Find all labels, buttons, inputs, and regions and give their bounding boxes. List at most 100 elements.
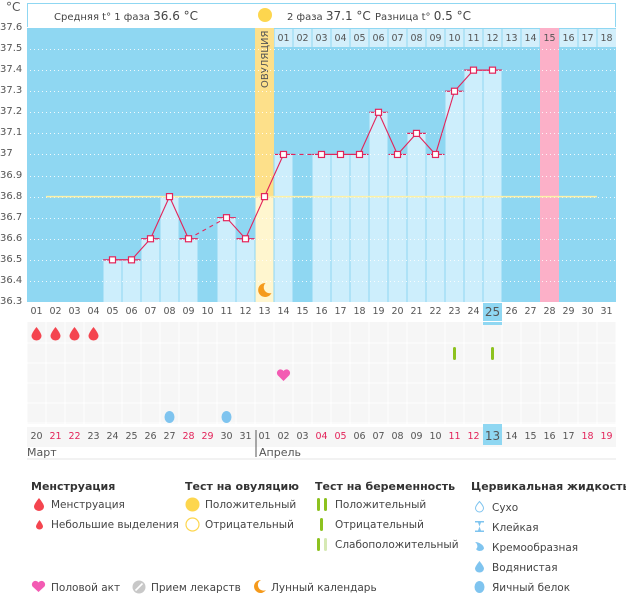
calendar-date-label[interactable]: 31 — [239, 431, 252, 442]
calendar-date-label[interactable]: 14 — [505, 431, 518, 442]
cycle-day-label[interactable]: 19 — [372, 306, 385, 317]
cycle-day-label[interactable]: 24 — [467, 306, 480, 317]
calendar-date-label[interactable]: 28 — [182, 431, 195, 442]
cycle-day-label[interactable]: 17 — [334, 306, 347, 317]
y-tick-label: 37.1 — [0, 126, 23, 138]
cycle-day-label[interactable]: 09 — [182, 306, 195, 317]
cycle-day-label[interactable]: 23 — [448, 306, 461, 317]
calendar-date-label[interactable]: 23 — [87, 431, 100, 442]
cycle-day-label[interactable]: 31 — [600, 306, 613, 317]
calendar-date-label[interactable]: 18 — [581, 431, 594, 442]
difference-summary: Разница t° 0.5 °C — [375, 9, 471, 23]
phase2-day-number: 17 — [581, 33, 594, 44]
temperature-point — [222, 214, 231, 222]
calendar-date-label[interactable]: 27 — [163, 431, 176, 442]
temperature-bar — [350, 154, 369, 302]
calendar-date-label[interactable]: 24 — [106, 431, 119, 442]
calendar-date-label[interactable]: 07 — [372, 431, 385, 442]
calendar-date-label[interactable]: 25 — [125, 431, 138, 442]
phase2-day-number: 07 — [391, 33, 404, 44]
phase2-day-number: 03 — [315, 33, 328, 44]
calendar-date-label[interactable]: 22 — [68, 431, 81, 442]
calendar-date-label[interactable]: 21 — [49, 431, 62, 442]
temperature-point — [393, 150, 402, 159]
calendar-date-label[interactable]: 01 — [258, 431, 271, 442]
cycle-day-label[interactable]: 28 — [543, 306, 556, 317]
legend-moon-calendar-label: Лунный календарь — [271, 582, 377, 594]
legend-medication-label: Прием лекарств — [151, 582, 241, 594]
cycle-day-label[interactable]: 03 — [68, 306, 81, 317]
legend-cervical-title: Цервикальная жидкость — [471, 480, 626, 493]
marker-grid-background — [27, 322, 616, 424]
calendar-date-label[interactable]: 04 — [315, 431, 328, 442]
calendar-date-label[interactable]: 29 — [201, 431, 214, 442]
cycle-day-label[interactable]: 29 — [562, 306, 575, 317]
legend-cervical-eggwhite-label: Яичный белок — [492, 582, 571, 594]
temperature-point — [184, 235, 193, 243]
phase2-day-number: 01 — [277, 33, 290, 44]
temperature-bar — [141, 238, 160, 302]
temperature-line-segment — [244, 196, 266, 239]
cycle-day-label[interactable]: 16 — [315, 306, 328, 317]
calendar-date-label[interactable]: 05 — [334, 431, 347, 442]
phase2-day-number: 06 — [372, 33, 385, 44]
calendar-date-label[interactable]: 12 — [467, 431, 480, 442]
temperature-line-segment — [263, 154, 285, 197]
y-tick-label: 37.2 — [0, 105, 23, 117]
cycle-day-label[interactable]: 15 — [296, 306, 309, 317]
cycle-day-label[interactable]: 06 — [125, 306, 138, 317]
expected-period-column — [540, 28, 559, 302]
menstruation-drop-icon — [34, 498, 44, 511]
calendar-date-label[interactable]: 15 — [524, 431, 537, 442]
calendar-date-label[interactable]: 26 — [144, 431, 157, 442]
calendar-date-label[interactable]: 19 — [600, 431, 613, 442]
temperature-bar — [217, 217, 236, 302]
y-tick-label: 37.6 — [0, 21, 23, 33]
calendar-date-label[interactable]: 16 — [543, 431, 556, 442]
cycle-day-label[interactable]: 14 — [277, 306, 290, 317]
cycle-day-label[interactable]: 25 — [483, 303, 502, 321]
phase2-value: 37.1 °C — [325, 9, 371, 23]
calendar-date-label[interactable]: 08 — [391, 431, 404, 442]
legend-pregnancy-test-title: Тест на беременность — [315, 480, 456, 493]
calendar-date-label[interactable]: 17 — [562, 431, 575, 442]
cycle-day-label[interactable]: 02 — [49, 306, 62, 317]
legend-spotting-label: Небольшие выделения — [51, 519, 179, 531]
cycle-day-label[interactable]: 27 — [524, 306, 537, 317]
cycle-day-label[interactable]: 04 — [87, 306, 100, 317]
calendar-date-label[interactable]: 02 — [277, 431, 290, 442]
cycle-day-label[interactable]: 18 — [353, 306, 366, 317]
cycle-day-label[interactable]: 10 — [201, 306, 214, 317]
phase2-summary: 2 фаза 37.1 °C — [287, 9, 371, 23]
cycle-day-label[interactable]: 07 — [144, 306, 157, 317]
calendar-date-label[interactable]: 13 — [483, 427, 502, 445]
calendar-date-label[interactable]: 10 — [429, 431, 442, 442]
cycle-day-label[interactable]: 05 — [106, 306, 119, 317]
calendar-date-label[interactable]: 20 — [30, 431, 43, 442]
cycle-day-label[interactable]: 26 — [505, 306, 518, 317]
phase2-day-number: 11 — [467, 33, 480, 44]
legend-pregnancy-negative-label: Отрицательный — [335, 519, 424, 531]
cycle-day-label[interactable]: 20 — [391, 306, 404, 317]
calendar-date-label[interactable]: 11 — [448, 431, 461, 442]
cycle-day-label[interactable]: 01 — [30, 306, 43, 317]
cycle-day-label[interactable]: 30 — [581, 306, 594, 317]
calendar-date-label[interactable]: 03 — [296, 431, 309, 442]
cycle-day-label[interactable]: 13 — [258, 306, 271, 317]
cycle-day-label[interactable]: 22 — [429, 306, 442, 317]
difference-value: 0.5 °C — [433, 9, 472, 23]
cycle-day-label[interactable]: 12 — [239, 306, 252, 317]
calendar-date-label[interactable]: 09 — [410, 431, 423, 442]
calendar-date-label[interactable]: 06 — [353, 431, 366, 442]
temperature-point — [108, 256, 117, 264]
cycle-day-label[interactable]: 21 — [410, 306, 423, 317]
legend-menstruation-title: Менструация — [31, 480, 116, 493]
cycle-day-label[interactable]: 08 — [163, 306, 176, 317]
temperature-point — [317, 150, 326, 159]
cycle-day-label[interactable]: 11 — [220, 306, 233, 317]
pregnancy-test-negative-icon — [453, 347, 456, 360]
temperature-point — [165, 193, 174, 201]
y-tick-label: 36.6 — [0, 232, 23, 244]
calendar-date-label[interactable]: 30 — [220, 431, 233, 442]
legend-ovulation-negative-label: Отрицательный — [205, 519, 294, 531]
